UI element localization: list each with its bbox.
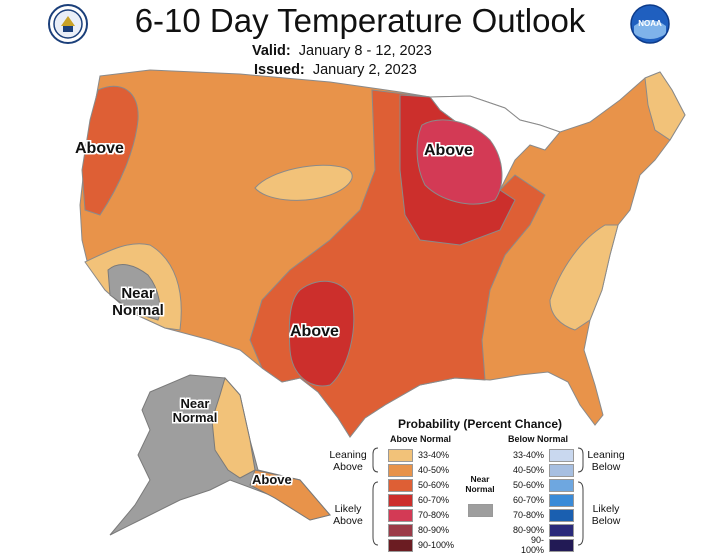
valid-dates: Valid: January 8 - 12, 2023: [252, 43, 432, 59]
legend-range-below: 33-40%: [512, 450, 544, 460]
legend-below-row: 40-50%: [508, 463, 579, 477]
page-title: 6-10 Day Temperature Outlook: [134, 2, 586, 39]
near-normal-ca: [107, 264, 161, 321]
alaska-panhandle: [249, 469, 331, 521]
legend-swatch-above: [388, 478, 413, 492]
legend-below-row: 80-90%: [508, 523, 579, 537]
map-label-above-west: Above: [75, 140, 124, 157]
legend-below-row: 60-70%: [508, 493, 579, 507]
legend-below-row: 90-100%: [508, 535, 579, 555]
legend-leaning-above: Leaning Above: [329, 449, 367, 473]
legend: Probability (Percent Chance) Above Norma…: [318, 412, 624, 555]
legend-swatch-above: [388, 448, 413, 462]
legend-below-row: 50-60%: [508, 478, 579, 492]
legend-title: Probability (Percent Chance): [398, 417, 563, 431]
legend-swatch-below: [549, 508, 574, 522]
legend-above-row: 70-80%: [388, 508, 450, 522]
legend-swatch-above: [388, 463, 413, 477]
legend-likely-above: Likely Above: [333, 503, 363, 527]
legend-range-below: 80-90%: [512, 525, 544, 535]
legend-swatch-below: [549, 463, 574, 477]
legend-range-above: 60-70%: [418, 495, 450, 505]
legend-near-normal: Near Normal: [465, 474, 495, 494]
legend-swatch-above: [388, 493, 413, 507]
legend-swatch-below: [549, 523, 574, 537]
lean-above-montana: [254, 164, 353, 201]
lean-above-maine: [644, 71, 686, 141]
legend-braces: [372, 447, 584, 546]
valid-label: Valid:: [252, 43, 291, 59]
legend-range-above: 50-60%: [418, 480, 450, 490]
map-label-near-normal-ak: Near Normal: [172, 396, 218, 425]
legend-above-row: 60-70%: [388, 493, 450, 507]
map-label-above-midwest: Above: [424, 142, 473, 159]
map-label-above-ak: Above: [252, 472, 292, 487]
lean-above-southeast: [549, 224, 619, 331]
legend-above-header: Above Normal: [390, 434, 452, 444]
above-70-80-michigan: [416, 119, 503, 205]
legend-range-above: 90-100%: [418, 540, 455, 550]
legend-range-below: 40-50%: [512, 465, 544, 475]
issued-value: January 2, 2023: [312, 62, 417, 78]
alaska-lean-above: [211, 376, 256, 479]
legend-swatch-above: [388, 523, 413, 537]
legend-below-row: 33-40%: [508, 448, 579, 462]
legend-range-above: 80-90%: [418, 525, 450, 535]
legend-range-below: 50-60%: [512, 480, 544, 490]
legend-range-above: 33-40%: [418, 450, 450, 460]
legend-below-row: 70-80%: [508, 508, 579, 522]
map-label-near-normal-ca: Near Normal: [112, 285, 164, 319]
legend-range-below: 60-70%: [512, 495, 544, 505]
legend-swatch-above: [388, 538, 413, 552]
legend-leaning-below: Leaning Below: [587, 449, 625, 473]
legend-range-below: 70-80%: [512, 510, 544, 520]
above-60-70-texas: [288, 280, 355, 387]
legend-swatch-above: [388, 508, 413, 522]
commerce-seal-icon: [48, 4, 88, 44]
likely-above-west: [81, 85, 139, 216]
legend-above-row: 50-60%: [388, 478, 450, 492]
legend-above-row: 80-90%: [388, 523, 450, 537]
issued-date: Issued: January 2, 2023: [254, 62, 417, 78]
legend-above-row: 40-50%: [388, 463, 450, 477]
svg-text:NOAA: NOAA: [638, 19, 662, 28]
legend-swatch-near-normal: [468, 504, 493, 517]
legend-range-above: 70-80%: [418, 510, 450, 520]
legend-swatch-below: [549, 493, 574, 507]
valid-value: January 8 - 12, 2023: [298, 43, 432, 59]
legend-swatch-below: [549, 478, 574, 492]
legend-range-below: 90-100%: [520, 535, 544, 555]
legend-below-header: Below Normal: [508, 434, 569, 444]
legend-range-above: 40-50%: [418, 465, 450, 475]
legend-swatch-below: [549, 448, 574, 462]
legend-above-row: 33-40%: [388, 448, 450, 462]
legend-likely-below: Likely Below: [591, 503, 621, 527]
noaa-logo-icon: NOAA: [630, 4, 670, 44]
map-label-above-texas: Above: [290, 323, 339, 340]
legend-swatch-below: [549, 538, 574, 552]
issued-label: Issued:: [254, 62, 305, 78]
legend-above-row: 90-100%: [388, 538, 455, 552]
